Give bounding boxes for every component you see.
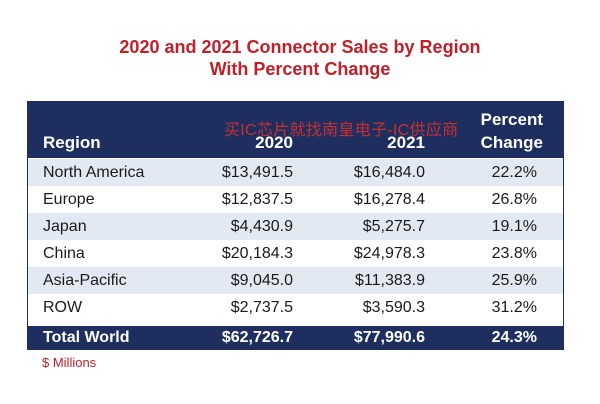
table-row: Asia-Pacific $9,045.0 $11,383.9 25.9%	[28, 267, 563, 294]
total-2021-cell: $77,990.6	[353, 329, 425, 346]
value-2021-cell: $16,484.0	[353, 164, 425, 181]
table-row: China $20,184.3 $24,978.3 23.8%	[28, 240, 563, 267]
total-row: Total World $62,726.7 $77,990.6 24.3%	[28, 326, 563, 349]
value-2020-cell: $9,045.0	[230, 272, 293, 289]
value-2020-cell: $2,737.5	[230, 299, 293, 316]
value-2021-cell: $11,383.9	[355, 272, 425, 289]
table-row: Europe $12,837.5 $16,278.4 26.8%	[28, 186, 563, 213]
value-2020-cell: $13,491.5	[221, 164, 293, 181]
header-2020: 2020	[255, 133, 293, 152]
header-percent: Percent Change	[481, 110, 543, 153]
document-title: 2020 and 2021 Connector Sales by Region …	[0, 36, 600, 80]
value-2020-cell: $20,184.3	[221, 245, 293, 262]
percent-cell: 23.8%	[491, 245, 537, 262]
total-region-cell: Total World	[43, 329, 130, 346]
header-percent-line2: Change	[480, 133, 543, 152]
table-row: ROW $2,737.5 $3,590.3 31.2%	[28, 294, 563, 321]
region-cell: China	[43, 245, 85, 262]
table-header: Region 2020 2021 Percent Change 买IC芯片就找南…	[28, 102, 563, 158]
value-2021-cell: $16,278.4	[353, 191, 425, 208]
watermark-text: 买IC芯片就找南皇电子-IC供应商	[224, 122, 459, 139]
total-percent-cell: 24.3%	[491, 329, 537, 346]
value-2021-cell: $5,275.7	[362, 218, 425, 235]
region-cell: ROW	[43, 299, 83, 316]
table-row: North America $13,491.5 $16,484.0 22.2%	[28, 159, 563, 186]
region-cell: Japan	[43, 218, 87, 235]
header-region: Region	[43, 133, 101, 152]
percent-cell: 22.2%	[491, 164, 537, 181]
percent-cell: 25.9%	[491, 272, 537, 289]
percent-cell: 19.1%	[491, 218, 537, 235]
region-cell: Asia-Pacific	[43, 272, 127, 289]
percent-cell: 26.8%	[491, 191, 537, 208]
title-line-2: With Percent Change	[209, 59, 391, 79]
region-cell: North America	[43, 164, 145, 181]
value-2020-cell: $4,430.9	[230, 218, 293, 235]
percent-cell: 31.2%	[491, 299, 537, 316]
header-percent-line1: Percent	[480, 110, 543, 129]
value-2020-cell: $12,837.5	[221, 191, 293, 208]
region-cell: Europe	[43, 191, 95, 208]
title-line-1: 2020 and 2021 Connector Sales by Region	[119, 37, 481, 57]
sales-table: Region 2020 2021 Percent Change 买IC芯片就找南…	[27, 101, 564, 350]
table-row: Japan $4,430.9 $5,275.7 19.1%	[28, 213, 563, 240]
header-2021: 2021	[387, 133, 425, 152]
units-footnote: $ Millions	[42, 355, 97, 370]
value-2021-cell: $24,978.3	[353, 245, 425, 262]
value-2021-cell: $3,590.3	[362, 299, 425, 316]
total-2020-cell: $62,726.7	[221, 329, 293, 346]
